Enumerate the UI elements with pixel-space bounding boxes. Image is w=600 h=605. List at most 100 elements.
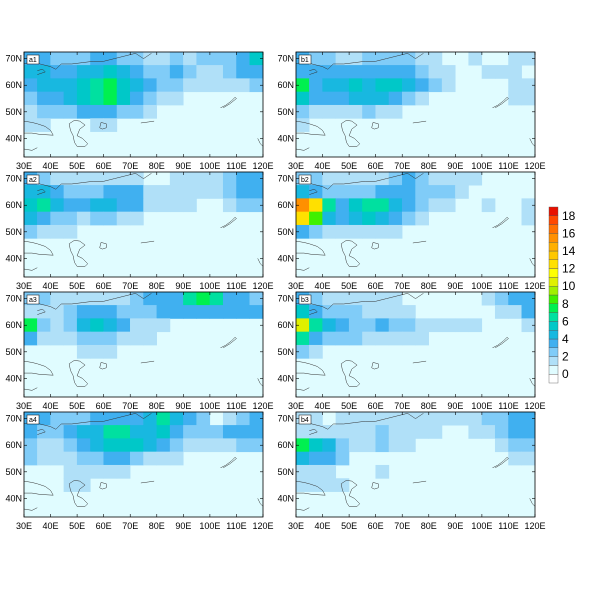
contour-cell [236,425,250,439]
lat-tick-label: 60N [5,440,22,450]
coastline [371,242,379,250]
contour-cell [521,451,536,466]
contour-cell [50,331,65,346]
panel-label: b3 [301,297,309,304]
contour-cell [309,331,323,346]
contour-cell [249,185,264,199]
contour-cell [37,198,51,213]
colorbar-box [548,250,559,261]
contour-cell [521,318,536,333]
contour-cell [415,318,429,333]
lon-tick-label: 50E [69,521,85,531]
contour-cell [362,425,376,439]
contour-cell [76,464,91,479]
map-panel-a4: a4 30E 40E 50E 60E 70E 80E 90E 100E 110E 120E 70N 60… [5,411,274,531]
lon-tick-label: 90E [447,521,463,531]
lon-tick-label: 30E [16,521,32,531]
lon-tick-label: 100E [471,281,492,291]
contour-cell [402,425,416,439]
contour-cell [236,78,250,93]
contour-cell [103,185,118,199]
contour-cell [295,331,310,346]
contour-cell [130,291,144,306]
contour-cell [428,51,443,66]
lon-tick-label: 120E [252,521,273,531]
contour-cell [50,198,65,213]
contour-cell [209,438,224,453]
lon-tick-label: 50E [341,281,357,291]
contour-cell [37,425,51,439]
contour-cell [116,51,131,66]
contour-cell [295,305,310,319]
contour-cell [322,198,337,213]
coastline [529,498,536,507]
lon-tick-label: 110E [498,521,518,531]
lon-tick-label: 30E [288,401,304,411]
contour-cell [335,91,350,106]
contour-cell [116,78,131,93]
contour-cell [76,171,91,186]
contour-cell [508,438,522,453]
lon-tick-label: 120E [524,401,545,411]
contour-cell [348,78,363,93]
contour-cell [249,51,264,66]
contour-cell [196,65,211,79]
colorbar-box [548,233,559,243]
coastline [257,138,264,147]
coastline [371,482,379,490]
contour-cell [90,438,104,453]
contour-cell [23,91,38,106]
contour-cell [143,51,157,66]
coastline [68,480,89,507]
contour-cell [375,425,390,439]
contour-cell [309,438,323,453]
lat-tick-label: 40N [277,493,294,503]
contour-cell [222,305,237,319]
contour-cell [388,331,403,346]
contour-cell [222,65,237,79]
contour-cell [130,331,144,346]
map-panel-a3: a3 30E 40E 50E 60E 70E 80E 90E 100E 110E 120E 70N 60… [5,291,274,411]
contour-cell [90,78,104,93]
contour-cell [183,291,197,306]
contour-cell [415,198,429,213]
colorbar-box [548,347,559,357]
lon-tick-label: 80E [421,521,437,531]
lon-tick-label: 80E [149,281,165,291]
contour-cell [441,198,456,213]
contour-cell [295,211,310,226]
contour-cell [37,171,51,186]
contour-cell [90,65,104,79]
contour-cell [103,411,118,426]
contour-cell [362,104,376,119]
contour-cell [362,198,376,213]
contour-cell [90,198,104,213]
contour-cell [103,198,118,213]
lon-tick-label: 70E [394,401,410,411]
contour-cell [209,291,224,306]
contour-cell [402,411,416,426]
contour-cell [322,305,337,319]
contour-cell [402,51,416,66]
contour-cell [494,411,509,426]
lon-tick-label: 70E [394,161,410,171]
coastline [257,378,264,387]
contour-cell [222,425,237,439]
contour-cell [415,51,429,66]
contour-cell [116,198,131,213]
contour-cell [143,198,157,213]
contour-cell [143,318,157,333]
lon-tick-label: 60E [96,401,112,411]
contour-cell [50,211,65,226]
contour-cell [249,171,264,186]
lon-tick-label: 30E [288,521,304,531]
contour-cell [348,171,363,186]
contour-cell [169,171,184,186]
contour-cell [63,451,78,466]
contour-cell [116,411,131,426]
lon-tick-label: 110E [226,281,246,291]
lon-tick-label: 90E [175,281,191,291]
contour-cell [335,211,350,226]
contour-cell [402,331,416,346]
contour-cell [130,305,144,319]
